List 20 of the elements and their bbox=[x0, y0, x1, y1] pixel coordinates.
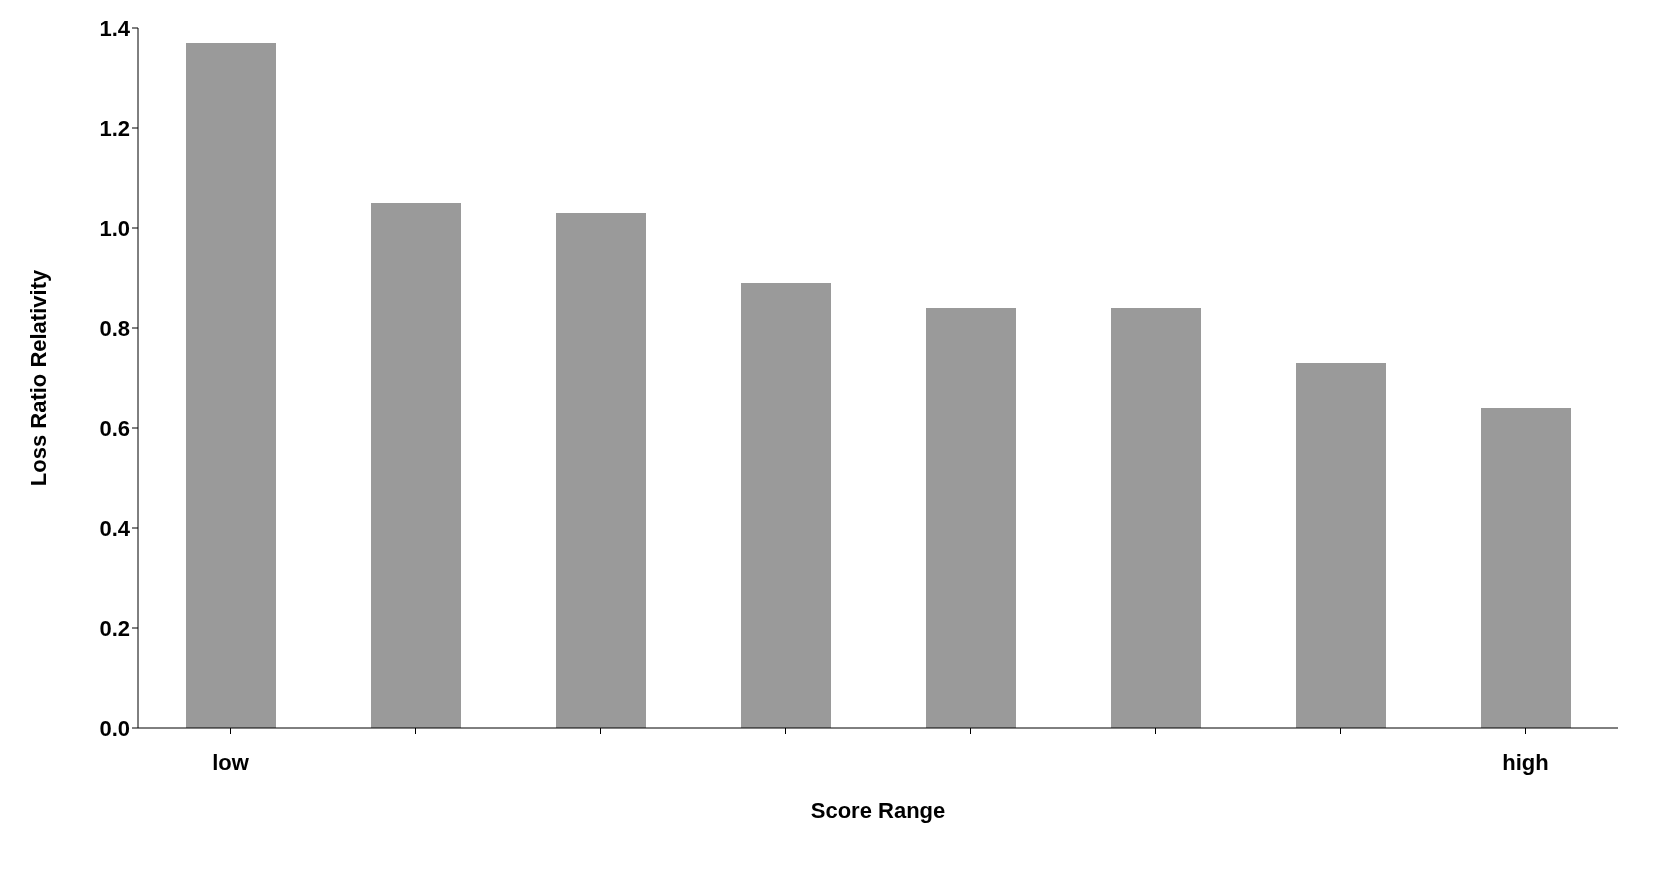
bar bbox=[186, 43, 276, 728]
x-axis-title: Score Range bbox=[810, 798, 946, 823]
y-axis-title: Loss Ratio Relativity bbox=[25, 269, 51, 487]
bar bbox=[1481, 408, 1571, 728]
bar bbox=[556, 213, 646, 728]
bar bbox=[1296, 363, 1386, 728]
y-tick-label: 1.0 bbox=[99, 215, 130, 241]
y-tick-label: 0.6 bbox=[99, 415, 130, 441]
y-tick-label: 1.2 bbox=[99, 115, 130, 141]
y-tick-label: 0.0 bbox=[99, 715, 130, 741]
bar bbox=[1111, 308, 1201, 728]
y-tick-label: 0.2 bbox=[99, 615, 130, 641]
y-tick-label: 0.8 bbox=[99, 315, 130, 341]
bar bbox=[741, 283, 831, 728]
bar bbox=[371, 203, 461, 728]
y-tick-label: 0.4 bbox=[99, 515, 131, 541]
bar bbox=[926, 308, 1016, 728]
y-tick-label: 1.4 bbox=[99, 15, 131, 41]
x-tick-label: high bbox=[1502, 749, 1549, 775]
x-tick-label: low bbox=[212, 749, 250, 775]
